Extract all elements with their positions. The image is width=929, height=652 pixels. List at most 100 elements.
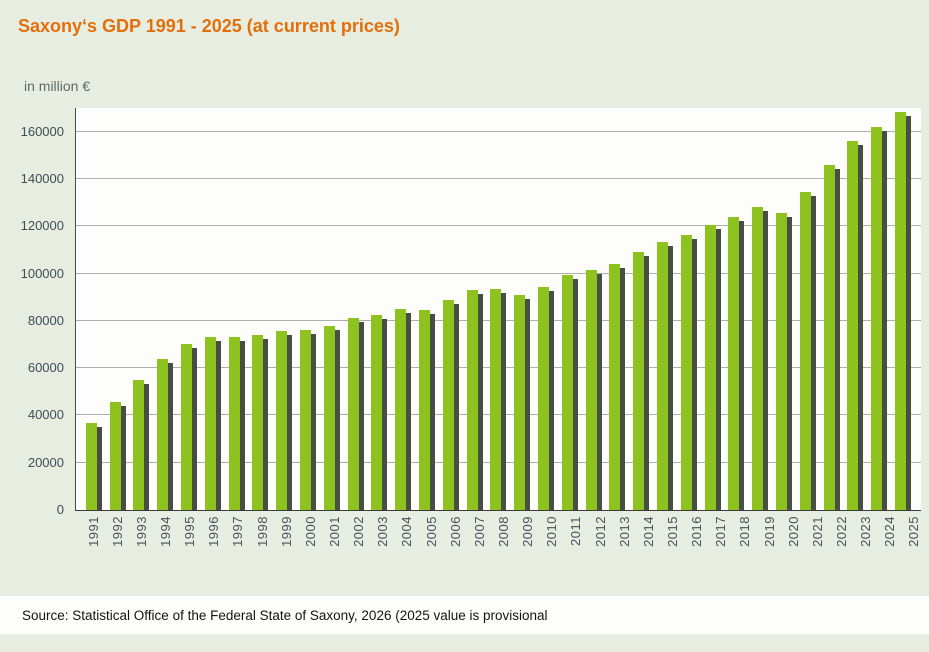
x-label-cell: 2012	[588, 511, 612, 591]
x-tick-label: 1999	[278, 516, 294, 547]
x-tick-label: 1998	[254, 516, 270, 547]
x-label-cell: 2003	[371, 511, 395, 591]
bar-cell	[629, 108, 653, 510]
bar-1993	[133, 379, 150, 510]
y-tick-label: 60000	[27, 360, 64, 376]
y-tick-label: 40000	[27, 407, 64, 423]
bar-cell	[867, 108, 891, 510]
bar-shadow	[263, 339, 269, 510]
bar-2016	[680, 234, 697, 510]
bar-2023	[847, 141, 864, 510]
x-tick-label: 2019	[761, 516, 777, 547]
x-label-cell: 2019	[757, 511, 781, 591]
bar-shadow	[810, 195, 816, 510]
bar-cell	[249, 108, 273, 510]
x-tick-label: 2003	[375, 516, 391, 547]
bar-shadow	[525, 298, 531, 510]
bar-1991	[85, 422, 102, 510]
x-label-cell: 2011	[564, 511, 588, 591]
x-label-cell: 2007	[467, 511, 491, 591]
bar-2000	[300, 330, 317, 510]
x-tick-label: 1994	[157, 516, 173, 547]
bar-shadow	[120, 406, 126, 510]
x-label-cell: 2004	[395, 511, 419, 591]
bar-shadow	[453, 303, 459, 510]
bar-shadow	[239, 341, 245, 510]
bar-2018	[728, 216, 745, 510]
bar-2022	[823, 164, 840, 510]
bar-shadow	[168, 362, 174, 510]
y-tick-label: 120000	[20, 218, 64, 234]
x-label-cell: 2008	[491, 511, 515, 591]
bar-shadow	[858, 145, 864, 510]
bar-shadow	[905, 115, 911, 510]
bar-2007	[466, 290, 483, 510]
bar-2003	[371, 314, 388, 510]
bar-shadow	[691, 238, 697, 510]
bar-2010	[538, 286, 555, 510]
x-tick-label: 1995	[182, 516, 198, 547]
x-tick-label: 2025	[906, 516, 922, 547]
bar-2004	[395, 309, 412, 510]
bar-1992	[109, 402, 126, 510]
bar-shadow	[644, 256, 650, 510]
x-tick-label: 2023	[858, 516, 874, 547]
bar-2019	[752, 207, 769, 510]
x-tick-label: 1993	[133, 516, 149, 547]
bar-shadow	[834, 168, 840, 510]
bar-cell	[558, 108, 582, 510]
bar-2014	[633, 252, 650, 510]
bar-2006	[442, 299, 459, 510]
bar-shadow	[668, 245, 674, 510]
bar-cell	[82, 108, 106, 510]
y-tick-label: 20000	[27, 454, 64, 470]
x-tick-label: 2020	[785, 516, 801, 547]
y-tick-label: 80000	[27, 312, 64, 328]
bar-shadow	[549, 290, 555, 510]
x-tick-label: 2007	[471, 516, 487, 547]
bar-1994	[157, 358, 174, 510]
x-tick-label: 2022	[833, 516, 849, 547]
bar-shadow	[96, 426, 102, 510]
bar-cell	[891, 108, 915, 510]
x-tick-label: 2015	[664, 516, 680, 547]
bar-1995	[181, 344, 198, 510]
x-tick-label: 2002	[351, 516, 367, 547]
x-tick-label: 1992	[109, 516, 125, 547]
x-tick-label: 1997	[230, 516, 246, 547]
bar-shadow	[144, 383, 150, 510]
x-label-cell: 2023	[854, 511, 878, 591]
x-label-cell: 1998	[250, 511, 274, 591]
bar-cell	[130, 108, 154, 510]
bar-shadow	[739, 220, 745, 510]
x-label-cell: 2018	[733, 511, 757, 591]
bar-shadow	[501, 292, 507, 510]
x-tick-label: 2006	[447, 516, 463, 547]
source-text: Source: Statistical Office of the Federa…	[22, 607, 548, 623]
gridline	[76, 177, 921, 179]
x-label-cell: 2002	[347, 511, 371, 591]
bar-cell	[582, 108, 606, 510]
y-tick-label: 0	[56, 502, 64, 517]
bar-shadow	[215, 341, 221, 510]
bar-cell	[510, 108, 534, 510]
bar-cell	[534, 108, 558, 510]
y-tick-label: 140000	[20, 170, 64, 186]
unit-label: in million €	[24, 78, 91, 94]
bar-cell	[725, 108, 749, 510]
bar-cell	[344, 108, 368, 510]
bar-shadow	[882, 130, 888, 510]
x-tick-label: 2013	[616, 516, 632, 547]
x-tick-label: 2008	[495, 516, 511, 547]
bar-cell	[701, 108, 725, 510]
bar-shadow	[572, 278, 578, 510]
x-axis: 1991 1992 1993 1994 1995 1996 1997 1998 1999 2000…	[75, 511, 929, 591]
bar-1999	[276, 331, 293, 510]
x-label-cell: 1993	[129, 511, 153, 591]
bar-2015	[657, 241, 674, 510]
bar-cell	[106, 108, 130, 510]
bar-cell	[368, 108, 392, 510]
bar-2013	[609, 264, 626, 510]
bar-cell	[844, 108, 868, 510]
gridline	[76, 130, 921, 132]
